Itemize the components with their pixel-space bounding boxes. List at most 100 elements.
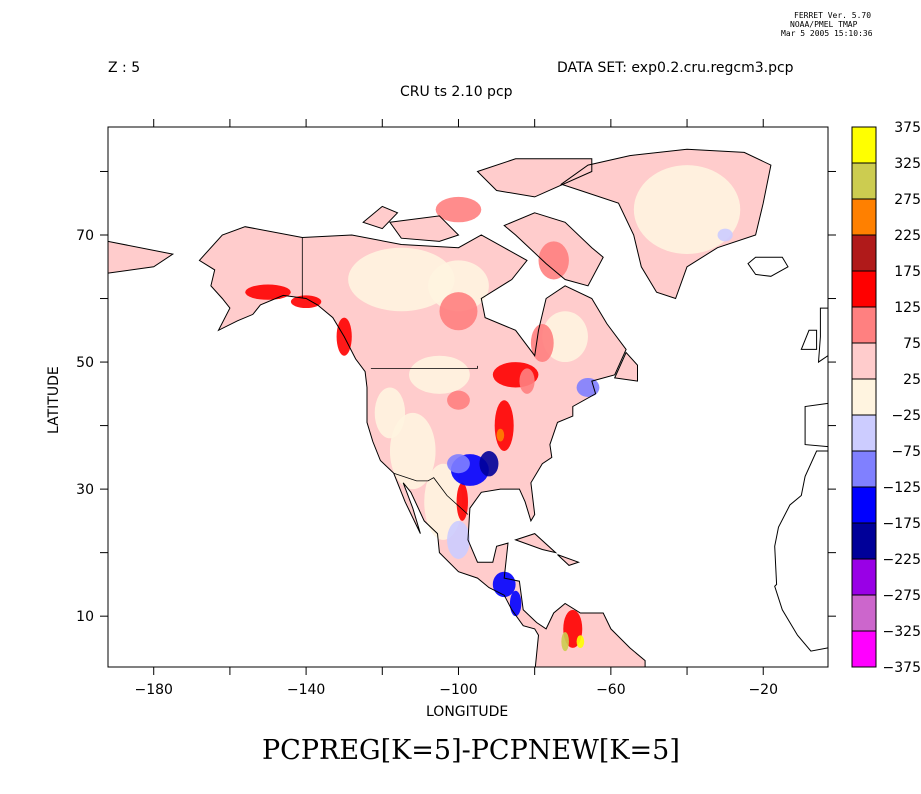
x-axis-label: LONGITUDE xyxy=(426,704,509,720)
siberia-fill xyxy=(108,241,173,274)
colorbar-label: 175 xyxy=(894,264,921,280)
anomaly-patch xyxy=(447,390,470,410)
anomaly-patch xyxy=(428,260,489,312)
anomaly-patch xyxy=(435,196,482,223)
iceland-coastline xyxy=(747,256,789,277)
anomaly-patch xyxy=(561,632,569,652)
colorbar-label: −275 xyxy=(883,588,921,604)
colorbar-label: −175 xyxy=(883,516,921,532)
colorbar-label: −225 xyxy=(883,552,921,568)
anomaly-patch xyxy=(509,590,522,617)
anomaly-patch xyxy=(245,284,291,300)
anomaly-patch xyxy=(424,463,463,540)
anomaly-patch xyxy=(542,311,588,363)
anomaly-patch xyxy=(290,295,322,309)
x-tick-label: −20 xyxy=(748,682,778,698)
north-america-coastline xyxy=(198,226,646,667)
colorbar-label: −125 xyxy=(883,480,921,496)
newfoundland-coastline xyxy=(613,351,638,382)
plot-frame xyxy=(107,126,829,668)
colorbar-label: −25 xyxy=(891,408,921,424)
x-tick-label: −100 xyxy=(439,682,477,698)
colorbar-swatch xyxy=(851,378,877,416)
ellesmere-coastline xyxy=(476,158,593,198)
greenland-coastline xyxy=(560,148,772,300)
ferret-org: NOAA/PMEL TMAP xyxy=(790,20,858,29)
colorbar-swatch xyxy=(851,342,877,380)
anomaly-patch xyxy=(494,400,514,451)
baffin-coastline xyxy=(503,212,604,287)
cuba-coastline xyxy=(514,533,558,554)
anomaly-patch xyxy=(409,355,470,394)
colorbar-swatch xyxy=(851,522,877,560)
anomaly-patch xyxy=(530,323,554,363)
anomaly-patch xyxy=(447,454,470,474)
britain-coastline xyxy=(817,307,828,364)
ellesmere-fill xyxy=(477,158,592,197)
colorbar-label: −325 xyxy=(883,624,921,640)
y-tick-label: 50 xyxy=(76,355,94,371)
colorbar-label: −75 xyxy=(891,444,921,460)
anomaly-patch xyxy=(496,428,505,442)
x-tick-label: −180 xyxy=(134,682,172,698)
colorbar-swatch xyxy=(851,414,877,452)
anomaly-patch xyxy=(447,520,470,559)
colorbar-label: 325 xyxy=(894,156,921,172)
colorbar-label: 75 xyxy=(903,336,921,352)
colorbar-label: 25 xyxy=(903,372,921,388)
ireland-coastline xyxy=(800,329,818,350)
anomaly-patch xyxy=(456,482,468,521)
ferret-version: FERRET Ver. 5.70 xyxy=(794,11,872,20)
anomaly-patch xyxy=(576,377,600,397)
colorbar-swatch xyxy=(851,234,877,272)
dataset-label: DATA SET: exp0.2.cru.regcm3.pcp xyxy=(557,60,794,76)
ferret-date: Mar 5 2005 15:10:36 xyxy=(781,29,873,38)
anomaly-patch xyxy=(348,247,455,312)
victoria-coastline xyxy=(389,215,460,242)
y-tick-label: 10 xyxy=(76,609,94,625)
anomaly-patch xyxy=(519,368,535,394)
x-tick-label: −140 xyxy=(287,682,325,698)
anomaly-patch xyxy=(479,451,499,477)
plot-title: PCPREG[K=5]-PCPNEW[K=5] xyxy=(262,735,680,766)
anomaly-patch xyxy=(717,228,733,242)
colorbar-swatch xyxy=(851,306,877,344)
newfoundland-fill xyxy=(614,352,638,382)
colorbar-label: 225 xyxy=(894,228,921,244)
colorbar-swatch xyxy=(851,126,877,164)
z-label: Z : 5 xyxy=(108,60,141,76)
hispaniola-coastline xyxy=(557,554,581,566)
colorbar-swatch xyxy=(851,162,877,200)
colorbar-label: −375 xyxy=(883,660,921,676)
cuba-fill xyxy=(515,533,556,553)
colorbar-swatch xyxy=(851,630,877,668)
banks-coastline xyxy=(362,205,399,230)
country-border xyxy=(393,472,469,515)
anomaly-patch xyxy=(439,292,478,331)
anomaly-patch xyxy=(633,165,741,255)
colorbar-swatch xyxy=(851,450,877,488)
colorbar-swatch xyxy=(851,594,877,632)
colorbar-swatch xyxy=(851,270,877,308)
country-border xyxy=(370,365,478,369)
colorbar-swatch xyxy=(851,486,877,524)
x-tick-label: −60 xyxy=(596,682,626,698)
anomaly-patch xyxy=(492,571,516,598)
hispaniola-fill xyxy=(557,554,579,566)
colorbar-label: 275 xyxy=(894,192,921,208)
y-tick-label: 70 xyxy=(76,228,94,244)
anomaly-patch xyxy=(389,412,436,490)
colorbar-label: 375 xyxy=(894,120,921,136)
colorbar-label: 125 xyxy=(894,300,921,316)
y-tick-label: 30 xyxy=(76,482,94,498)
victoria-fill xyxy=(389,215,459,242)
anomaly-patch xyxy=(538,241,569,280)
africa-coastline xyxy=(774,450,828,652)
banks-fill xyxy=(363,206,398,229)
iberia-coastline xyxy=(804,402,828,448)
colorbar-swatch xyxy=(851,558,877,596)
colorbar-swatch xyxy=(851,198,877,236)
map-layer xyxy=(108,148,828,667)
anomaly-patch xyxy=(374,387,406,439)
